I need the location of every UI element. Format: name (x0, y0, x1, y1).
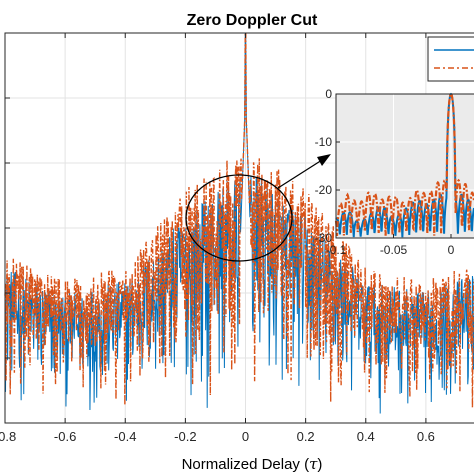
main-x-ticks: -0.8 -0.6 -0.4 -0.2 0 0.2 0.4 0.6 (0, 33, 435, 444)
zoom-arrow-head (317, 154, 331, 166)
inset-axes: -0.1 -0.05 0 0 -10 -20 -30 (315, 87, 474, 257)
inset-y-tick-label-0: 0 (325, 87, 332, 101)
zoom-region-ellipse (185, 174, 293, 262)
main-x-tick-label-4: 0 (242, 429, 249, 444)
inset-x-tick-label-0: -0.1 (326, 243, 347, 257)
inset-x-tick-label-1: -0.05 (380, 243, 408, 257)
main-series-group (4, 32, 474, 414)
main-x-tick-label-7: 0.6 (417, 429, 435, 444)
x-axis-label: Normalized Delay (τ) (182, 455, 323, 473)
inset-series-line-2 (334, 92, 474, 237)
main-x-tick-label-1: -0.6 (54, 429, 76, 444)
legend (427, 36, 474, 82)
inset-ticks: -0.1 -0.05 0 0 -10 -20 -30 (315, 87, 455, 257)
main-x-tick-label-2: -0.4 (114, 429, 136, 444)
inset-axes-frame (335, 93, 474, 239)
zoom-arrow-line (277, 159, 323, 189)
main-x-tick-label-6: 0.4 (357, 429, 375, 444)
inset-x-tick-label-2: 0 (448, 243, 455, 257)
x-axis-label-symbol: τ (309, 455, 318, 473)
inset-y-tick-label-1: -10 (315, 135, 333, 149)
x-axis-label-close: ) (317, 456, 322, 473)
main-x-tick-label-3: -0.2 (174, 429, 196, 444)
inset-y-tick-label-2: -20 (315, 183, 333, 197)
chart-title: Zero Doppler Cut (187, 12, 318, 29)
x-axis-label-text: Normalized Delay ( (182, 456, 310, 473)
main-series-line-2 (4, 32, 474, 408)
legend-box (427, 36, 474, 82)
inset-y-tick-label-3: -30 (315, 231, 333, 245)
main-x-tick-label-0: -0.8 (0, 429, 16, 444)
main-x-tick-label-5: 0.2 (297, 429, 315, 444)
